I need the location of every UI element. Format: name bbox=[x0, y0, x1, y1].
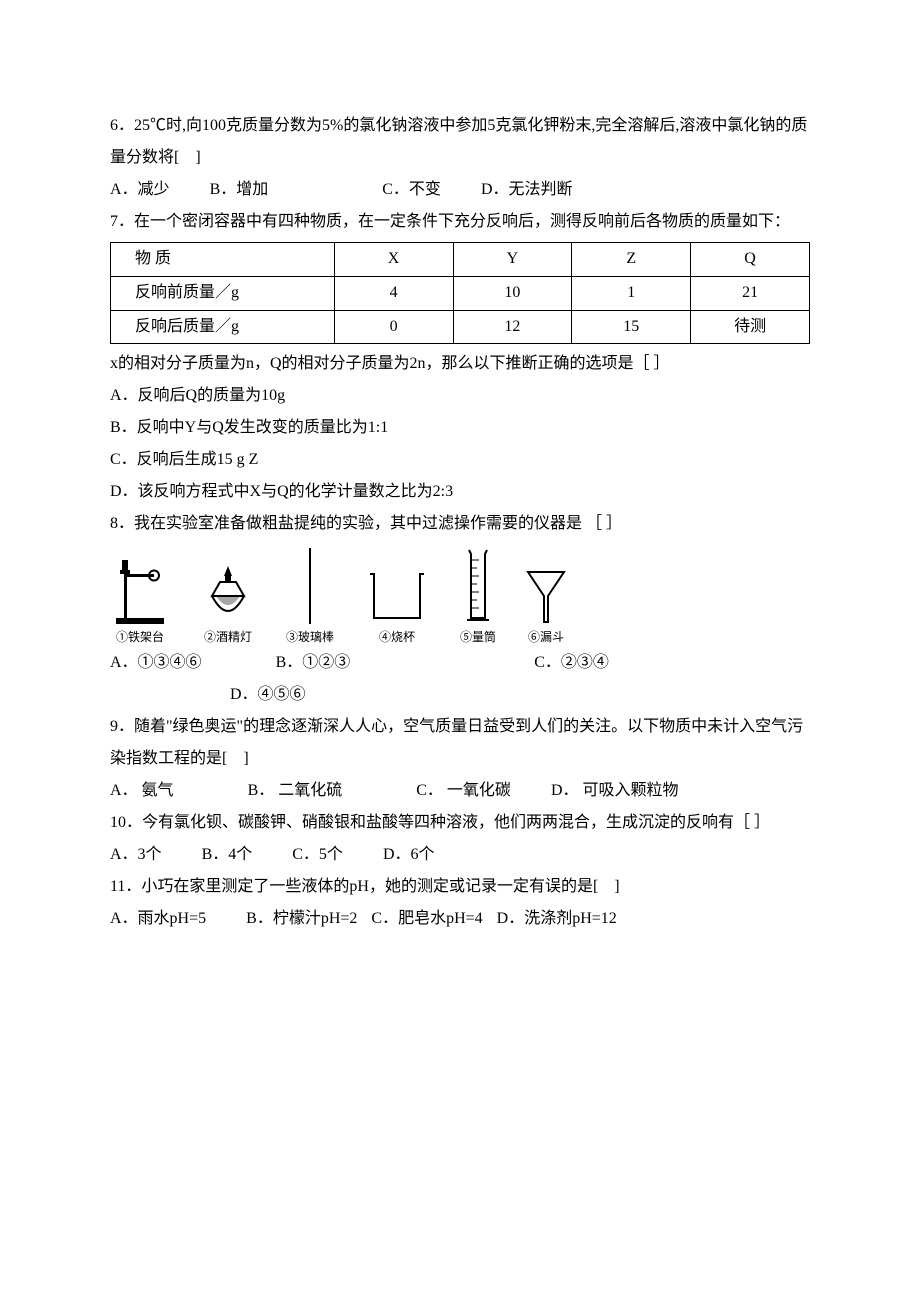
q7-opt-c: C．反响后生成15 g Z bbox=[110, 444, 810, 476]
q7-table: 物 质 X Y Z Q 反响前质量／g 4 10 1 21 反响后质量／g 0 … bbox=[110, 242, 810, 344]
q9-text: 9．随着"绿色奥运"的理念逐渐深人人心，空气质量日益受到人们的关注。以下物质中未… bbox=[110, 711, 810, 775]
q7-tail: x的相对分子质量为n，Q的相对分子质量为2n，那么以下推断正确的选项是［ ］ bbox=[110, 348, 810, 380]
cell: X bbox=[334, 243, 453, 277]
table-row: 物 质 X Y Z Q bbox=[111, 243, 810, 277]
instrument-funnel: ⑥漏斗 bbox=[524, 566, 568, 644]
cell: 反响前质量／g bbox=[111, 276, 335, 310]
cell: Z bbox=[572, 243, 691, 277]
cell: 1 bbox=[572, 276, 691, 310]
q10-text: 10．今有氯化钡、碳酸钾、硝酸银和盐酸等四种溶液，他们两两混合，生成沉淀的反响有… bbox=[110, 807, 810, 839]
cylinder-icon bbox=[461, 546, 495, 626]
alcohol-lamp-icon bbox=[198, 556, 258, 626]
instrument-figures: ①铁架台 ②酒精灯 ③玻璃棒 ④烧杯 bbox=[110, 546, 810, 644]
cell: 待测 bbox=[691, 310, 810, 344]
instrument-iron-stand: ①铁架台 bbox=[110, 556, 170, 644]
q9-opt-d: D． 可吸入颗粒物 bbox=[551, 775, 679, 807]
cell: 反响后质量／g bbox=[111, 310, 335, 344]
q6-opt-c: C．不变 bbox=[382, 174, 441, 206]
q8-opt-b: B．①②③ bbox=[276, 647, 351, 679]
q8-options-line1: A．①③④⑥ B．①②③ C．②③④ bbox=[110, 647, 810, 679]
cell: 12 bbox=[453, 310, 572, 344]
q8-opt-d: D．④⑤⑥ bbox=[110, 679, 810, 711]
q11-opt-c: C．肥皂水pH=4 bbox=[371, 903, 482, 935]
q7-opt-b: B．反响中Y与Q发生改变的质量比为1:1 bbox=[110, 412, 810, 444]
q10-opt-b: B．4个 bbox=[202, 839, 253, 871]
q11-options: A．雨水pH=5 B．柠檬汁pH=2 C．肥皂水pH=4 D．洗涤剂pH=12 bbox=[110, 903, 810, 935]
instrument-alcohol-lamp: ②酒精灯 bbox=[198, 556, 258, 644]
q7-opt-a: A．反响后Q的质量为10g bbox=[110, 380, 810, 412]
q11-opt-d: D．洗涤剂pH=12 bbox=[497, 903, 617, 935]
q10-opt-c: C．5个 bbox=[292, 839, 343, 871]
q6-opt-d: D．无法判断 bbox=[481, 174, 573, 206]
q6-opt-a: A．减少 bbox=[110, 174, 170, 206]
instrument-graduated-cylinder: ⑤量筒 bbox=[460, 546, 496, 644]
cell: Q bbox=[691, 243, 810, 277]
q8-text: 8．我在实验室准备做粗盐提纯的实验，其中过滤操作需要的仪器是 ［ ］ bbox=[110, 508, 810, 540]
q8-opt-a: A．①③④⑥ bbox=[110, 647, 202, 679]
cell: 4 bbox=[334, 276, 453, 310]
cell: 10 bbox=[453, 276, 572, 310]
q10-opt-d: D．6个 bbox=[383, 839, 435, 871]
instrument-label: ⑤量筒 bbox=[460, 630, 496, 644]
instrument-beaker: ④烧杯 bbox=[362, 566, 432, 644]
instrument-label: ④烧杯 bbox=[379, 630, 415, 644]
q6-options: A．减少 B．增加 C．不变 D．无法判断 bbox=[110, 174, 810, 206]
cell: Y bbox=[453, 243, 572, 277]
q9-opt-c: C． 一氧化碳 bbox=[416, 775, 511, 807]
q9-opt-b: B． 二氧化硫 bbox=[248, 775, 343, 807]
beaker-icon bbox=[362, 566, 432, 626]
instrument-label: ②酒精灯 bbox=[204, 630, 252, 644]
cell: 物 质 bbox=[111, 243, 335, 277]
q6-opt-b: B．增加 bbox=[210, 174, 269, 206]
q9-opt-a: A． 氨气 bbox=[110, 775, 174, 807]
instrument-label: ①铁架台 bbox=[116, 630, 164, 644]
cell: 0 bbox=[334, 310, 453, 344]
q9-options: A． 氨气 B． 二氧化硫 C． 一氧化碳 D． 可吸入颗粒物 bbox=[110, 775, 810, 807]
glass-rod-icon bbox=[300, 546, 320, 626]
table-row: 反响前质量／g 4 10 1 21 bbox=[111, 276, 810, 310]
table-row: 反响后质量／g 0 12 15 待测 bbox=[111, 310, 810, 344]
q7-text: 7．在一个密闭容器中有四种物质，在一定条件下充分反响后，测得反响前后各物质的质量… bbox=[110, 206, 810, 238]
instrument-label: ⑥漏斗 bbox=[528, 630, 564, 644]
q11-text: 11．小巧在家里测定了一些液体的pH，她的测定或记录一定有误的是[ ] bbox=[110, 871, 810, 903]
q11-opt-a: A．雨水pH=5 bbox=[110, 903, 206, 935]
q7-opt-d: D．该反响方程式中X与Q的化学计量数之比为2:3 bbox=[110, 476, 810, 508]
q10-opt-a: A．3个 bbox=[110, 839, 162, 871]
cell: 15 bbox=[572, 310, 691, 344]
cell: 21 bbox=[691, 276, 810, 310]
funnel-icon bbox=[524, 566, 568, 626]
instrument-label: ③玻璃棒 bbox=[286, 630, 334, 644]
iron-stand-icon bbox=[110, 556, 170, 626]
q11-opt-b: B．柠檬汁pH=2 bbox=[246, 903, 357, 935]
instrument-glass-rod: ③玻璃棒 bbox=[286, 546, 334, 644]
q6-text: 6．25℃时,向100克质量分数为5%的氯化钠溶液中参加5克氯化钾粉末,完全溶解… bbox=[110, 110, 810, 174]
q10-options: A．3个 B．4个 C．5个 D．6个 bbox=[110, 839, 810, 871]
q8-opt-c: C．②③④ bbox=[534, 647, 609, 679]
